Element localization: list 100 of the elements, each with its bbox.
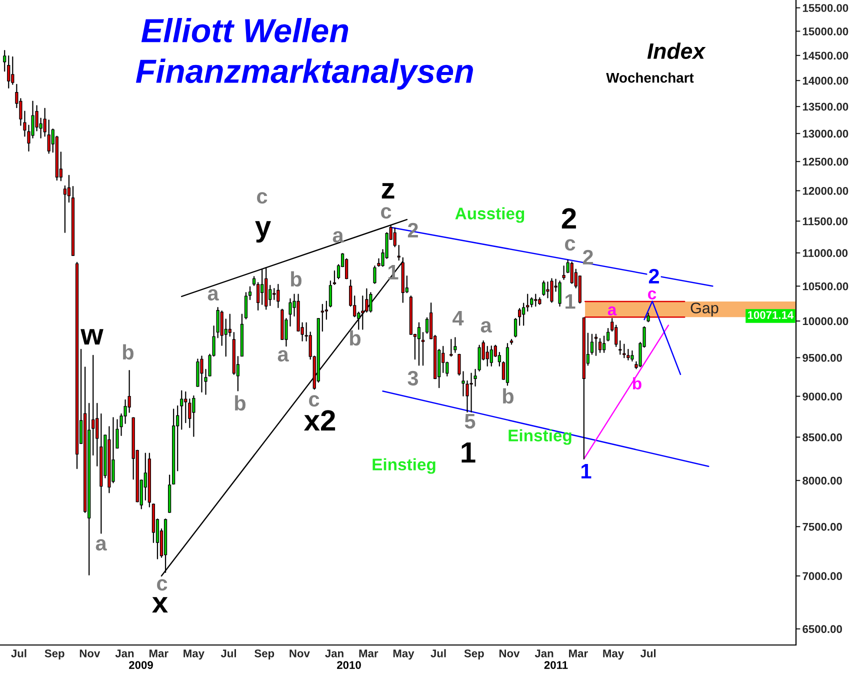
candlestick xyxy=(180,390,184,430)
y-tick-label: 9500.00 xyxy=(802,354,842,362)
candlestick xyxy=(332,270,336,285)
candlestick xyxy=(373,265,376,284)
candlestick xyxy=(112,417,115,484)
y-tick-label: 15500.00 xyxy=(802,4,848,12)
candlestick xyxy=(128,370,131,413)
candlestick xyxy=(3,50,6,72)
candlestick xyxy=(272,288,276,300)
candlestick xyxy=(92,354,95,456)
candlestick xyxy=(534,294,538,307)
candlestick xyxy=(550,278,554,303)
y-tick-label: 7500.00 xyxy=(802,522,842,531)
x-tick-label: Jul xyxy=(11,649,26,658)
candlestick xyxy=(606,328,610,342)
candlestick xyxy=(328,280,332,308)
annotation: 2 xyxy=(562,208,576,229)
candlestick xyxy=(47,120,50,154)
candlestick xyxy=(490,346,493,367)
candlestick xyxy=(421,332,425,366)
annotation: b xyxy=(503,388,514,404)
candlestick xyxy=(594,334,598,356)
candlestick xyxy=(514,318,518,338)
annotation: c xyxy=(157,579,168,591)
candlestick xyxy=(67,174,71,203)
y-tick-label: 8000.00 xyxy=(802,476,842,485)
candlestick xyxy=(397,244,400,261)
y-tick-label: 14500.00 xyxy=(802,52,848,60)
chart-title: Elliott Wellen xyxy=(141,18,348,42)
annotation: a xyxy=(608,306,617,316)
annotation: x2 xyxy=(304,410,336,431)
annotation: a xyxy=(278,350,289,362)
candlestick xyxy=(369,292,372,313)
candlestick xyxy=(598,338,602,353)
y-tick-label: 13000.00 xyxy=(802,130,848,138)
y-tick-label: 13500.00 xyxy=(802,102,848,111)
candlestick xyxy=(546,282,550,298)
annotation: Index xyxy=(647,42,706,59)
annotation: Einstieg xyxy=(508,429,572,445)
annotation: c xyxy=(257,192,268,204)
y-tick-label: 9000.00 xyxy=(802,392,842,400)
annotation: c xyxy=(381,207,392,219)
annotation: c xyxy=(309,395,320,407)
candlestick xyxy=(486,346,489,367)
annotation: a xyxy=(96,539,107,551)
candlestick xyxy=(590,334,594,355)
y-tick-label: 6500.00 xyxy=(802,625,842,634)
candlestick xyxy=(43,108,46,137)
annotation: b xyxy=(291,271,302,287)
x-tick-label: Jul xyxy=(430,649,446,658)
candlestick xyxy=(276,284,280,308)
candlestick xyxy=(256,282,260,311)
candlestick xyxy=(442,346,445,374)
annotation: 4 xyxy=(452,311,464,326)
x-tick-label: Mar xyxy=(149,650,168,658)
candlestick xyxy=(570,261,574,284)
text: 2009 xyxy=(129,661,153,669)
candlestick xyxy=(478,344,481,372)
x-tick-label: Mar xyxy=(569,650,588,658)
annotation: Wochenchart xyxy=(606,72,694,83)
y-tick-label: 11000.00 xyxy=(802,249,848,258)
candlestick xyxy=(96,402,99,466)
candlestick xyxy=(184,391,188,424)
candlestick xyxy=(200,356,204,393)
candlestick xyxy=(228,314,232,337)
x-tick-label: Jul xyxy=(640,649,656,658)
annotation: z xyxy=(382,183,394,199)
candlestick xyxy=(324,300,328,320)
annotation: 2 xyxy=(648,268,659,284)
y-tick-label: 14000.00 xyxy=(802,76,848,85)
candlestick xyxy=(614,324,618,348)
candlestick xyxy=(618,340,622,355)
annotation: Ausstieg xyxy=(455,207,524,223)
y-tick-label: 12500.00 xyxy=(802,158,848,166)
candlestick xyxy=(361,296,364,330)
annotation: 1 xyxy=(566,294,576,309)
candlestick xyxy=(526,294,530,312)
annotation: 3 xyxy=(408,370,418,386)
x-tick-label: Jan xyxy=(115,650,134,658)
text: 2011 xyxy=(544,661,568,669)
candlestick xyxy=(630,350,634,362)
annotation: c xyxy=(565,239,576,251)
annotation: x xyxy=(152,597,168,613)
candlestick xyxy=(622,344,626,358)
annotation: w xyxy=(80,329,104,345)
x-tick-label: Nov xyxy=(80,650,100,658)
candlestick xyxy=(454,337,457,353)
x-tick-label: Sep xyxy=(464,649,484,660)
annotation: 10071.14 xyxy=(748,311,794,319)
candlestick xyxy=(216,307,220,338)
annotation: c xyxy=(648,290,656,300)
candlestick xyxy=(63,185,66,233)
candlestick xyxy=(562,265,566,280)
candlestick xyxy=(542,280,546,296)
candlestick xyxy=(248,286,252,300)
y-tick-label: 8500.00 xyxy=(802,433,842,442)
candlestick xyxy=(244,292,248,320)
candlestick xyxy=(470,372,473,413)
x-tick-label: Jan xyxy=(325,650,344,658)
x-tick-label: May xyxy=(393,650,414,660)
